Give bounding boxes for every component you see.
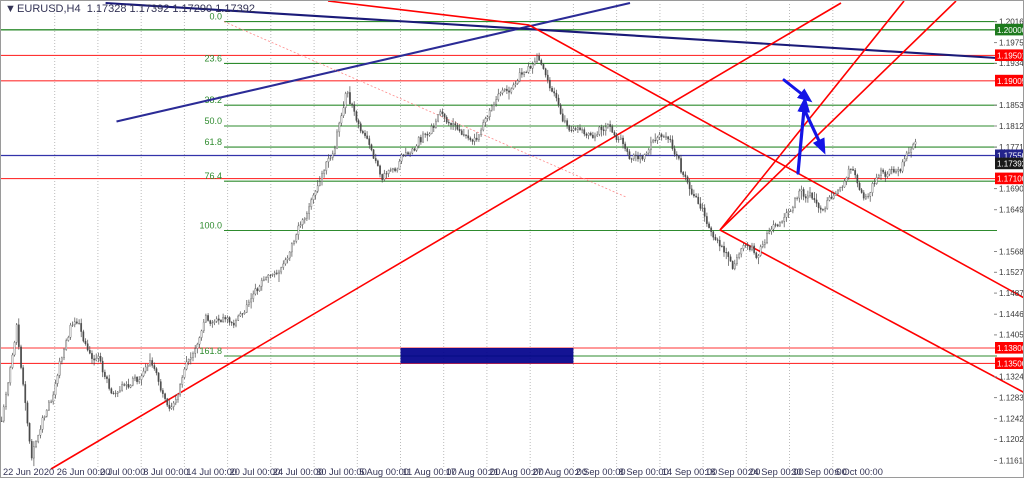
svg-text:1.17392: 1.17392 xyxy=(997,160,1024,169)
svg-text:1.18125: 1.18125 xyxy=(999,122,1024,131)
svg-text:1.17100: 1.17100 xyxy=(997,175,1024,184)
svg-text:5 Aug 00:00: 5 Aug 00:00 xyxy=(359,467,409,477)
svg-text:23.6: 23.6 xyxy=(204,53,222,63)
svg-text:50.0: 50.0 xyxy=(204,116,222,126)
svg-text:1.13500: 1.13500 xyxy=(997,359,1024,368)
svg-text:1.19750: 1.19750 xyxy=(999,38,1024,47)
svg-text:1.15680: 1.15680 xyxy=(999,247,1024,256)
svg-text:6 Oct 00:00: 6 Oct 00:00 xyxy=(835,467,883,477)
svg-text:1.14870: 1.14870 xyxy=(999,289,1024,298)
svg-text:1.12835: 1.12835 xyxy=(999,393,1024,402)
svg-text:1.14460: 1.14460 xyxy=(999,310,1024,319)
svg-text:1.14055: 1.14055 xyxy=(999,331,1024,340)
svg-text:1.20000: 1.20000 xyxy=(997,26,1024,35)
svg-text:1.12020: 1.12020 xyxy=(999,435,1024,444)
svg-text:1.16905: 1.16905 xyxy=(999,184,1024,193)
svg-text:1.13240: 1.13240 xyxy=(999,373,1024,382)
svg-text:1.11610: 1.11610 xyxy=(999,456,1024,465)
svg-text:22 Jun 2020: 22 Jun 2020 xyxy=(3,467,54,477)
svg-text:1.15275: 1.15275 xyxy=(999,268,1024,277)
svg-text:1.19501: 1.19501 xyxy=(997,51,1024,60)
svg-text:61.8: 61.8 xyxy=(204,137,222,147)
svg-text:1.13800: 1.13800 xyxy=(997,344,1024,353)
svg-text:76.4: 76.4 xyxy=(204,171,222,181)
svg-text:8 Jul 00:00: 8 Jul 00:00 xyxy=(143,467,189,477)
svg-text:1.16495: 1.16495 xyxy=(999,206,1024,215)
svg-text:2 Jul 00:00: 2 Jul 00:00 xyxy=(100,467,145,477)
svg-text:1.18530: 1.18530 xyxy=(999,101,1024,110)
svg-text:1.12425: 1.12425 xyxy=(999,414,1024,423)
svg-text:1.19005: 1.19005 xyxy=(997,77,1024,86)
svg-text:100.0: 100.0 xyxy=(199,221,222,231)
svg-text:161.8: 161.8 xyxy=(199,346,222,356)
